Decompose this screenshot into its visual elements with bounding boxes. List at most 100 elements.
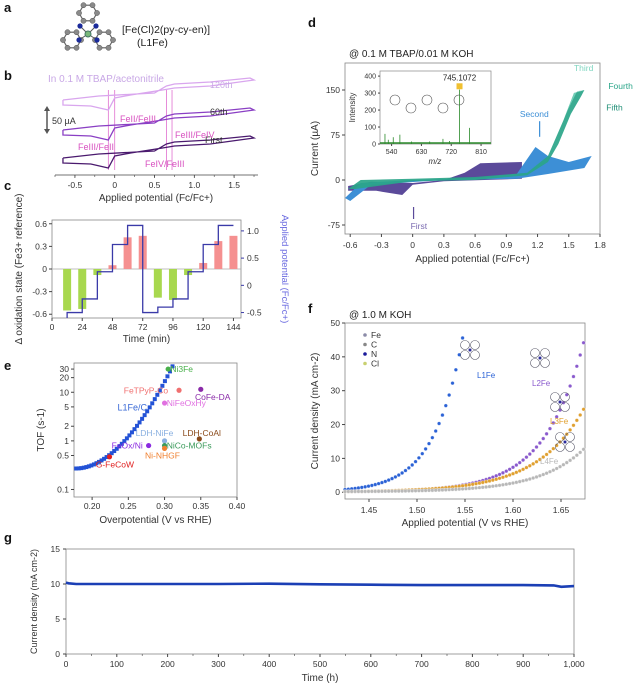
molecule-ring	[560, 392, 570, 402]
curve-point-L2Fe	[511, 465, 515, 470]
curve-point-L1Fe	[420, 451, 425, 456]
point-label: Ni3Fe	[170, 364, 193, 374]
curve-point-L3Fe	[497, 476, 502, 481]
redox-annotation: FeIII/FeII	[78, 142, 114, 152]
curve-point-L3Fe	[541, 455, 546, 460]
y-tick-label: 30	[60, 364, 70, 374]
curve-point-L1Fe	[413, 459, 418, 464]
curve-label: L1Fe/C	[117, 403, 147, 413]
cv-curve-60th	[62, 107, 257, 141]
curve-point-L4Fe	[527, 477, 532, 481]
legend-label: Cl	[371, 359, 379, 369]
y-tick-label: 20	[60, 373, 70, 383]
y-tick-label: 0.5	[57, 450, 69, 460]
curve-point-L4Fe	[470, 486, 475, 491]
y-tick-label: 1	[64, 436, 69, 446]
curve-point-L4Fe	[406, 488, 411, 493]
curve-point-L2Fe	[507, 467, 512, 472]
curve-point-L3Fe	[494, 477, 499, 482]
curve-point	[142, 413, 147, 418]
curve-point-L4Fe	[400, 489, 405, 493]
curve-point	[94, 461, 99, 466]
curve-point	[162, 379, 167, 384]
data-point	[176, 387, 182, 393]
carbon-atom	[73, 44, 80, 51]
inset-x-tick-label: 540	[386, 149, 398, 156]
curve-point-L3Fe	[500, 475, 505, 480]
curve-point-L4Fe	[386, 489, 391, 494]
bar	[78, 269, 87, 309]
molecule-ring	[560, 402, 570, 412]
inset-y-tick-label: 100	[364, 125, 376, 132]
curve-point-L4Fe	[521, 478, 526, 483]
x-tick-label: 200	[161, 659, 175, 669]
inset-x-tick-label: 720	[445, 149, 457, 156]
curve-point-L4Fe	[484, 485, 489, 489]
inset-molecule-ring	[453, 94, 465, 106]
carbon-atom	[73, 29, 80, 36]
curve-point-L3Fe	[517, 468, 522, 473]
inset-y-tick-label: 0	[372, 142, 376, 149]
curve-point-L4Fe	[551, 468, 556, 473]
curve-point-L4Fe	[464, 486, 468, 491]
x-axis-label: Overpotential (V vs RHE)	[99, 515, 211, 526]
y-axis-label: Current density (mA cm-2)	[29, 549, 39, 654]
x-tick-label: 1.55	[457, 505, 474, 515]
curve-point-L4Fe	[430, 488, 435, 493]
molecule-ring	[565, 432, 575, 442]
curve-point-L4Fe	[356, 489, 361, 494]
plot-frame	[73, 362, 238, 498]
curve-point-L1Fe	[416, 455, 421, 460]
carbon-atom	[89, 17, 96, 24]
panel-label-f: f	[308, 301, 313, 316]
curve-point-L4Fe	[393, 489, 398, 494]
curve-point	[81, 465, 86, 470]
x-tick-label: 0	[64, 659, 69, 669]
curve-point-L4Fe	[541, 472, 546, 477]
legend-label: N	[371, 349, 377, 359]
molecule-center	[558, 400, 562, 404]
curve-point-L3Fe	[507, 473, 512, 477]
curve-point-L3Fe	[511, 471, 515, 476]
x-tick-label: 1.8	[594, 240, 606, 250]
carbon-atom	[64, 29, 71, 36]
data-point	[161, 400, 168, 406]
curve-point-L4Fe	[474, 485, 478, 490]
curve-point-L4Fe	[581, 447, 586, 452]
y-tick-label: 0	[55, 649, 60, 659]
carbon-atom	[110, 37, 116, 43]
x-tick-label: 0.3	[438, 240, 450, 250]
curve-point-L3Fe	[490, 478, 495, 483]
y-tick-label: 10	[51, 579, 61, 589]
curve-point-L3Fe	[574, 418, 579, 423]
curve-point-L2Fe	[558, 408, 562, 413]
series-label-L2Fe: L2Fe	[532, 379, 551, 388]
x-tick-label: -0.5	[68, 180, 83, 190]
curve-point-L2Fe	[554, 414, 559, 419]
curve-point-L2Fe	[531, 448, 536, 453]
curve-point-L3Fe	[558, 440, 562, 444]
y-tick-label: -75	[328, 220, 341, 230]
legend-marker	[363, 361, 367, 366]
curve-point-L3Fe	[504, 474, 509, 479]
curve-point-L4Fe	[396, 489, 401, 494]
legend-marker	[363, 333, 367, 337]
curve-point-L1Fe	[373, 482, 378, 487]
y-tick-label: 75	[331, 130, 341, 140]
curve-point-L1Fe	[430, 435, 435, 440]
curve-point-L4Fe	[403, 489, 408, 493]
x-tick-label: 0.5	[149, 180, 161, 190]
curve-point-L4Fe	[359, 489, 364, 494]
curve-point-L3Fe	[537, 457, 542, 462]
legend-label: Fe	[371, 330, 381, 340]
curve-point-L2Fe	[500, 470, 505, 475]
curve-point	[104, 455, 109, 460]
curve-point-L1Fe	[447, 393, 452, 397]
x-tick-label: 0.40	[229, 501, 246, 511]
inset-molecule-ring	[389, 94, 401, 106]
x-tick-label: 0.30	[156, 501, 173, 511]
molecule-ring	[530, 358, 540, 368]
point-label: FeTPyP-Co	[124, 385, 169, 395]
curve-point-L1Fe	[366, 484, 371, 489]
